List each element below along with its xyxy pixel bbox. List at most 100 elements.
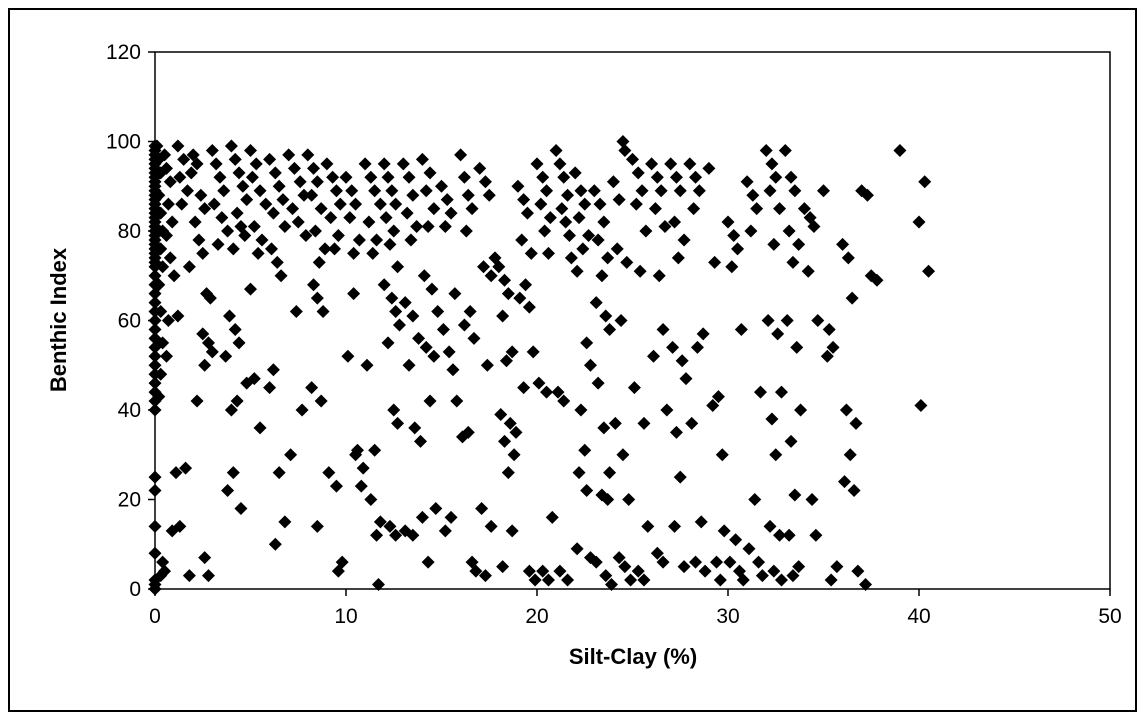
data-point: [419, 184, 433, 198]
data-point: [469, 564, 483, 578]
data-point: [574, 403, 588, 417]
data-point: [501, 287, 515, 301]
data-point: [339, 170, 353, 184]
data-point: [329, 479, 343, 493]
data-point: [606, 175, 620, 189]
data-point: [322, 466, 336, 480]
data-point: [473, 161, 487, 175]
x-tick-label: 20: [525, 605, 548, 628]
data-point: [620, 255, 634, 269]
data-point: [601, 493, 615, 506]
data-point: [461, 188, 475, 202]
data-point: [536, 564, 550, 578]
data-point: [647, 349, 661, 363]
data-point: [154, 367, 168, 381]
data-point: [345, 184, 359, 198]
data-point: [767, 564, 781, 578]
data-point: [391, 416, 405, 430]
data-point: [163, 251, 177, 265]
y-tick-label: 120: [106, 41, 141, 64]
data-point: [389, 305, 403, 319]
data-point: [679, 372, 693, 386]
data-point: [429, 501, 443, 515]
data-point: [284, 448, 298, 462]
data-point: [519, 278, 533, 292]
data-point: [769, 170, 783, 184]
data-point: [182, 260, 196, 274]
data-point: [792, 560, 806, 574]
data-point: [572, 211, 586, 225]
data-point: [824, 573, 838, 587]
data-point: [561, 188, 575, 202]
data-point: [156, 555, 170, 569]
data-point: [654, 184, 668, 198]
data-point: [690, 340, 704, 354]
data-point: [570, 542, 584, 556]
data-point: [385, 291, 399, 305]
data-point: [232, 166, 246, 180]
data-point: [190, 157, 204, 171]
data-point: [150, 139, 164, 153]
data-point: [419, 340, 433, 354]
data-point: [526, 345, 540, 359]
data-point: [771, 327, 785, 341]
data-point: [555, 202, 569, 216]
data-point: [509, 425, 523, 439]
x-tick-label: 10: [334, 605, 357, 628]
data-point: [765, 157, 779, 171]
data-point: [496, 560, 510, 574]
data-point: [557, 394, 571, 408]
data-point: [371, 578, 385, 592]
data-point: [406, 309, 420, 323]
data-point: [595, 269, 609, 283]
data-point: [456, 430, 470, 444]
data-point: [446, 363, 460, 377]
data-point: [553, 157, 567, 171]
data-point: [484, 269, 498, 283]
data-point: [478, 569, 492, 583]
data-point: [893, 143, 907, 157]
data-point: [656, 322, 670, 336]
data-point: [377, 157, 391, 171]
data-point: [515, 233, 529, 247]
data-point: [725, 260, 739, 274]
data-point: [860, 188, 874, 202]
data-point: [169, 466, 183, 480]
data-point: [253, 184, 267, 198]
data-point: [551, 385, 565, 399]
data-point: [287, 161, 301, 175]
data-point: [614, 314, 628, 327]
data-point: [648, 202, 662, 216]
data-point: [769, 448, 783, 462]
data-point: [641, 519, 655, 533]
data-point: [541, 246, 555, 260]
data-point: [482, 188, 496, 202]
data-point: [540, 385, 554, 399]
data-point: [156, 336, 170, 350]
data-point: [291, 215, 305, 229]
data-point: [631, 564, 645, 578]
data-point: [198, 358, 212, 372]
data-point: [373, 515, 387, 529]
data-point: [173, 170, 187, 184]
data-point: [459, 224, 473, 238]
data-point: [545, 510, 559, 524]
data-point: [326, 170, 340, 184]
data-point: [689, 170, 703, 184]
data-point: [282, 148, 296, 162]
data-point: [626, 152, 639, 166]
data-point: [689, 555, 703, 569]
data-point: [750, 202, 764, 216]
data-point: [349, 448, 363, 462]
data-point: [263, 152, 277, 166]
data-point: [381, 336, 395, 350]
data-point: [415, 152, 429, 166]
data-point: [576, 242, 590, 256]
y-tick-label: 0: [129, 578, 141, 601]
data-point: [778, 143, 792, 157]
data-point: [713, 573, 727, 587]
data-point: [268, 537, 282, 551]
data-point: [669, 425, 683, 439]
data-point: [387, 403, 401, 417]
data-point: [454, 148, 468, 162]
